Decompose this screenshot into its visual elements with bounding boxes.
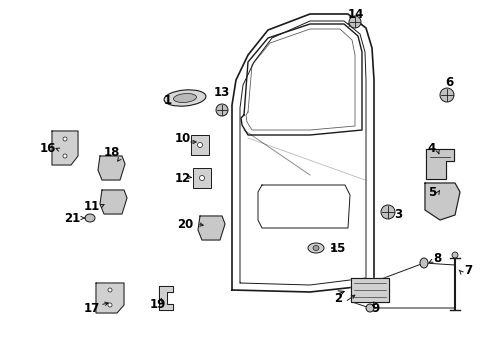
Ellipse shape: [199, 175, 204, 180]
FancyBboxPatch shape: [193, 168, 211, 188]
Text: 3: 3: [394, 208, 402, 221]
Text: 8: 8: [433, 252, 441, 265]
Ellipse shape: [85, 214, 95, 222]
Polygon shape: [426, 149, 454, 179]
Ellipse shape: [440, 88, 454, 102]
Text: 1: 1: [164, 94, 172, 107]
Text: 18: 18: [104, 147, 120, 159]
Polygon shape: [100, 190, 127, 214]
FancyBboxPatch shape: [191, 135, 209, 155]
Polygon shape: [52, 131, 78, 165]
Ellipse shape: [63, 137, 67, 141]
Ellipse shape: [108, 303, 112, 307]
Text: 14: 14: [348, 8, 364, 21]
Ellipse shape: [108, 288, 112, 292]
Text: 15: 15: [330, 242, 346, 255]
Ellipse shape: [420, 258, 428, 268]
Ellipse shape: [308, 243, 324, 253]
Ellipse shape: [452, 252, 458, 258]
Text: 9: 9: [371, 302, 379, 315]
Ellipse shape: [349, 16, 361, 28]
Text: 5: 5: [428, 185, 436, 198]
Ellipse shape: [63, 154, 67, 158]
Text: 20: 20: [177, 219, 193, 231]
Text: 19: 19: [150, 298, 166, 311]
Text: 13: 13: [214, 85, 230, 99]
Ellipse shape: [366, 304, 374, 312]
Polygon shape: [351, 278, 389, 302]
Text: 7: 7: [464, 264, 472, 276]
Text: 11: 11: [84, 201, 100, 213]
Polygon shape: [96, 283, 124, 313]
Text: 16: 16: [40, 141, 56, 154]
Text: 12: 12: [175, 171, 191, 184]
Polygon shape: [159, 286, 173, 310]
Ellipse shape: [381, 205, 395, 219]
Text: 2: 2: [334, 292, 342, 305]
Ellipse shape: [164, 90, 206, 106]
Ellipse shape: [313, 246, 319, 251]
Text: 21: 21: [64, 211, 80, 225]
Polygon shape: [98, 156, 125, 180]
Ellipse shape: [197, 143, 202, 148]
Ellipse shape: [216, 104, 228, 116]
Polygon shape: [198, 216, 225, 240]
Text: 6: 6: [445, 76, 453, 89]
Ellipse shape: [173, 94, 196, 103]
Text: 4: 4: [428, 141, 436, 154]
Text: 17: 17: [84, 302, 100, 315]
Text: 10: 10: [175, 132, 191, 145]
Polygon shape: [425, 183, 460, 220]
